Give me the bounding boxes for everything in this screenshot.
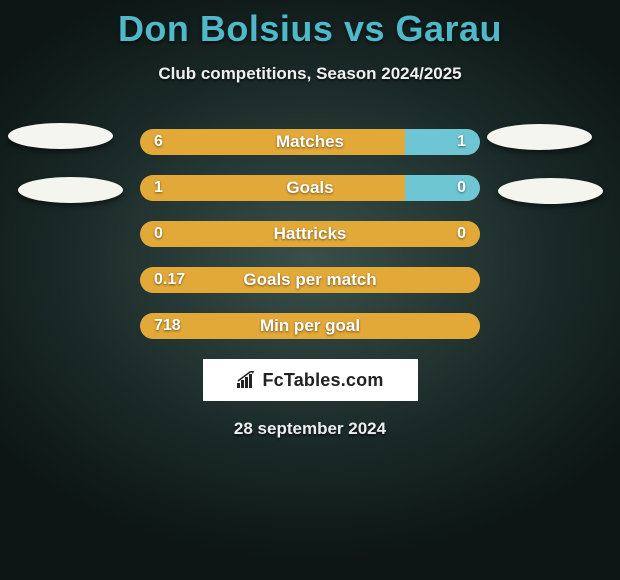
- stats-container: Matches61Goals10Hattricks00Goals per mat…: [140, 129, 480, 339]
- stat-row: Matches6 1: [140, 129, 480, 155]
- player-marker-right-1: [487, 124, 592, 150]
- stat-value-left: 718: [154, 313, 181, 339]
- stat-row: Goals1 0: [140, 175, 480, 201]
- stat-value-left: 1: [154, 175, 163, 201]
- stat-value-right: 1: [457, 129, 466, 155]
- stat-value-left: 0: [154, 221, 163, 247]
- stat-label: Hattricks: [140, 221, 480, 247]
- subtitle: Club competitions, Season 2024/2025: [0, 64, 620, 84]
- stat-label: Goals: [140, 175, 480, 201]
- date-label: 28 september 2024: [0, 419, 620, 439]
- stat-row: Min per goal718: [140, 313, 480, 339]
- player-marker-left-1: [8, 123, 113, 149]
- comparison-card: Don Bolsius vs Garau Club competitions, …: [0, 0, 620, 439]
- stat-row: Hattricks0 0: [140, 221, 480, 247]
- source-logo-text: FcTables.com: [262, 370, 383, 391]
- stat-row: Goals per match0.17: [140, 267, 480, 293]
- stat-value-left: 0.17: [154, 267, 185, 293]
- player-marker-right-2: [498, 178, 603, 204]
- stat-label: Goals per match: [140, 267, 480, 293]
- stat-label: Min per goal: [140, 313, 480, 339]
- stat-value-left: 6: [154, 129, 163, 155]
- player-marker-left-2: [18, 177, 123, 203]
- chart-icon: [236, 371, 258, 389]
- stat-label: Matches: [140, 129, 480, 155]
- stat-value-right: 0: [457, 221, 466, 247]
- page-title: Don Bolsius vs Garau: [0, 8, 620, 50]
- source-logo: FcTables.com: [203, 359, 418, 401]
- stat-value-right: 0: [457, 175, 466, 201]
